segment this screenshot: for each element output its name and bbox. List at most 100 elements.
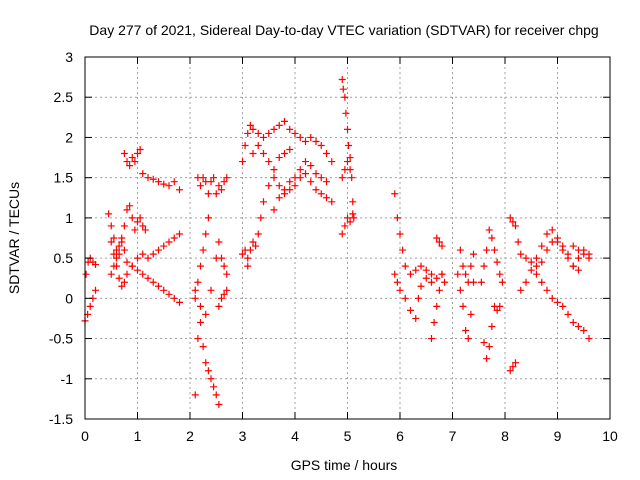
data-point — [241, 246, 249, 254]
data-point — [512, 222, 519, 230]
series-s28 — [477, 226, 506, 286]
data-point — [144, 254, 152, 262]
data-point — [286, 178, 294, 186]
data-point — [312, 137, 320, 145]
series-s23 — [428, 270, 449, 343]
series-s12 — [215, 286, 231, 310]
data-point — [433, 234, 441, 242]
data-point — [115, 242, 123, 250]
data-point — [493, 258, 501, 266]
data-point — [249, 125, 257, 133]
data-point — [220, 290, 228, 298]
series-s21 — [391, 190, 446, 282]
data-point — [538, 242, 546, 250]
data-point — [270, 125, 278, 133]
data-point — [265, 182, 273, 190]
data-point — [123, 206, 131, 214]
data-point — [527, 266, 535, 274]
data-point — [345, 141, 353, 149]
data-point — [517, 250, 525, 258]
x-tick-label: 0 — [81, 428, 89, 444]
data-point — [307, 133, 315, 141]
y-tick-label: 0 — [65, 290, 73, 306]
data-point — [456, 246, 464, 254]
data-point — [559, 302, 567, 310]
data-point — [585, 250, 593, 258]
series-s13 — [239, 117, 336, 166]
data-point — [291, 182, 299, 190]
data-point — [220, 178, 228, 186]
data-point — [113, 246, 120, 254]
data-point — [302, 170, 309, 178]
data-point — [417, 282, 425, 290]
data-point — [522, 278, 530, 286]
data-point — [435, 286, 443, 294]
data-point — [302, 137, 309, 145]
data-point — [199, 174, 207, 182]
data-point — [414, 294, 422, 302]
data-point — [328, 158, 336, 166]
data-point — [210, 174, 218, 182]
data-point — [105, 210, 113, 218]
data-point — [291, 174, 299, 182]
data-point — [123, 258, 131, 266]
y-axis-label: SDTVAR / TECUs — [6, 182, 22, 294]
data-point — [428, 278, 435, 286]
data-point — [456, 286, 464, 294]
data-point — [254, 141, 262, 149]
data-point — [412, 314, 420, 322]
data-point — [170, 234, 178, 242]
data-point — [281, 150, 288, 158]
data-point — [160, 242, 168, 250]
data-point — [399, 246, 407, 254]
data-point — [204, 367, 212, 375]
data-point — [433, 302, 441, 310]
data-point — [254, 230, 262, 238]
data-point — [160, 180, 168, 188]
series-s5 — [107, 230, 183, 290]
data-point — [215, 182, 223, 190]
data-point — [191, 286, 199, 294]
data-point — [252, 242, 260, 250]
chart-title: Day 277 of 2021, Sidereal Day-to-day VTE… — [89, 22, 598, 38]
data-point — [506, 367, 514, 375]
data-point — [317, 190, 325, 198]
data-point — [477, 278, 485, 286]
data-point — [407, 306, 414, 314]
data-point — [467, 262, 475, 270]
data-point — [212, 190, 220, 198]
data-point — [554, 298, 561, 306]
data-point — [509, 363, 517, 371]
data-point — [115, 274, 123, 282]
data-point — [438, 270, 446, 278]
data-point — [202, 359, 210, 367]
data-point — [207, 286, 215, 294]
data-point — [165, 238, 173, 246]
series-s22 — [391, 270, 435, 322]
data-point — [176, 230, 183, 238]
data-point — [123, 158, 131, 166]
data-point — [412, 266, 420, 274]
data-point — [155, 246, 162, 254]
data-point — [428, 270, 435, 278]
data-point — [118, 234, 126, 242]
series-s18 — [338, 76, 358, 222]
data-point — [462, 270, 470, 278]
data-point — [538, 278, 546, 286]
data-point — [107, 222, 115, 230]
data-point — [249, 238, 257, 246]
data-point — [485, 343, 493, 351]
x-tick-label: 6 — [396, 428, 404, 444]
data-point — [348, 174, 356, 182]
data-point — [223, 174, 231, 182]
x-tick-label: 8 — [501, 428, 509, 444]
series-s14 — [244, 146, 294, 270]
data-point — [86, 302, 94, 310]
data-point — [139, 270, 147, 278]
data-point — [401, 294, 409, 302]
data-point — [107, 238, 115, 246]
data-point — [338, 230, 346, 238]
series-s15 — [249, 141, 336, 206]
data-point — [575, 254, 582, 262]
data-point — [548, 226, 556, 234]
